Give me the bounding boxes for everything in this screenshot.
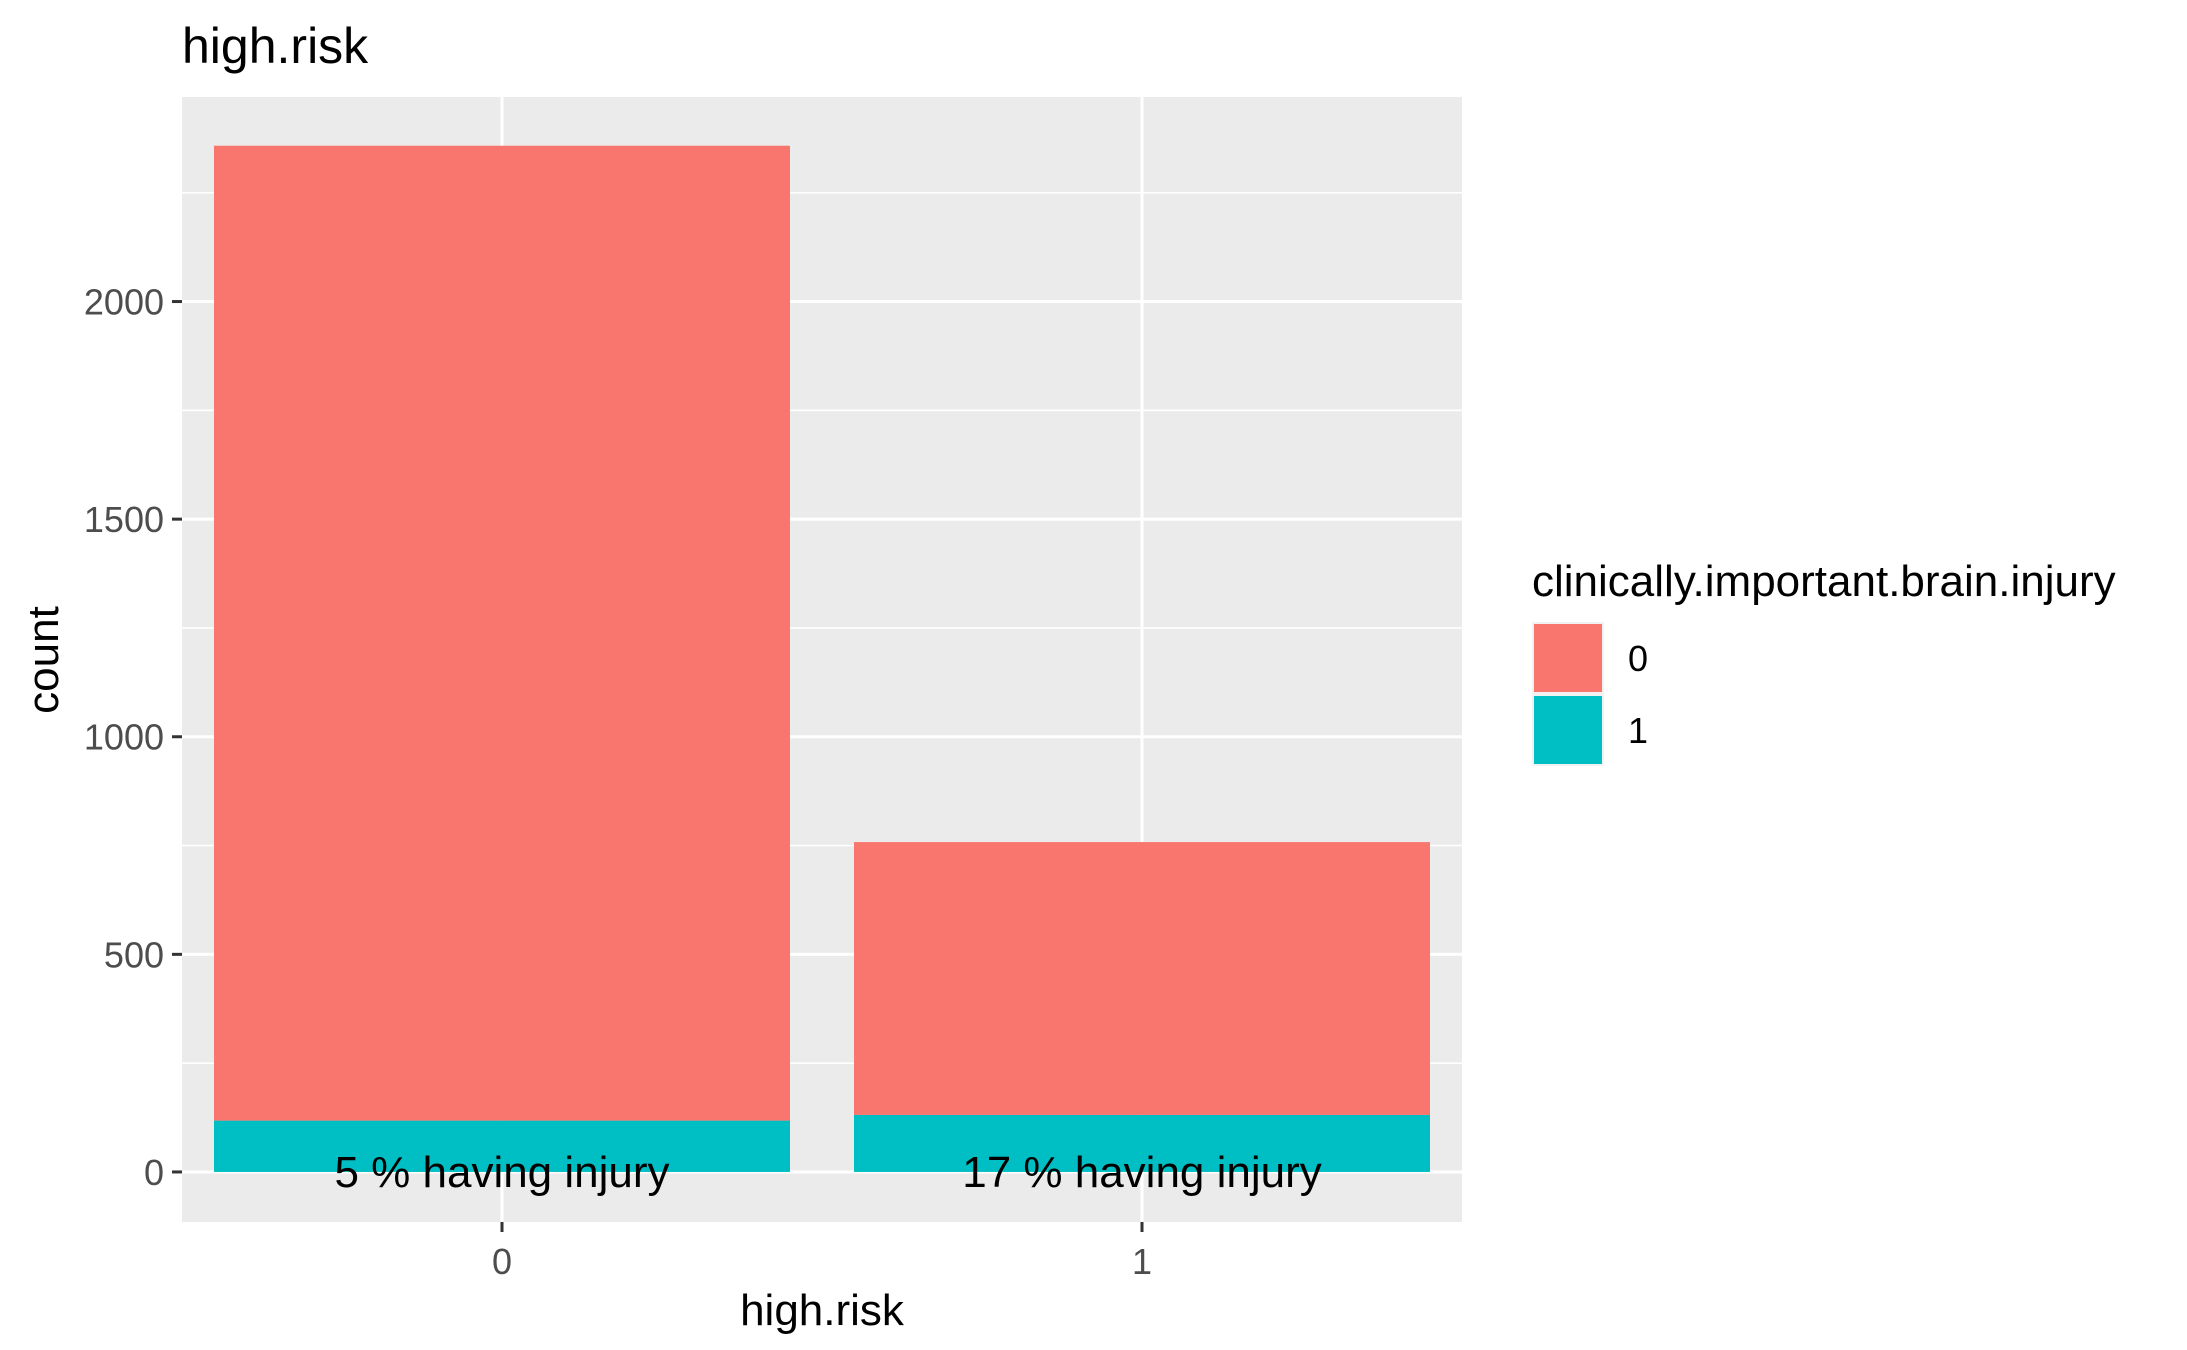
bar-label-1: 17 % having injury (962, 1148, 1322, 1197)
x-tick-label: 0 (492, 1241, 512, 1282)
y-tick-label: 500 (104, 934, 164, 975)
bar-label-0: 5 % having injury (334, 1148, 669, 1197)
y-tick-label: 1500 (84, 499, 164, 540)
y-axis-title: count (19, 606, 68, 714)
bar-1-series-1 (854, 1114, 1430, 1172)
y-tick-label: 1000 (84, 717, 164, 758)
bars (214, 145, 1430, 1172)
x-tick-label: 1 (1132, 1241, 1152, 1282)
legend-label-0: 0 (1628, 638, 1648, 679)
y-tick-label: 0 (144, 1152, 164, 1193)
y-tick-label: 2000 (84, 282, 164, 323)
chart-title: high.risk (182, 18, 369, 74)
legend: clinically.important.brain.injury 0 1 (1532, 557, 2116, 766)
bar-labels: 5 % having injury 17 % having injury (334, 1148, 1321, 1197)
bar-0-series-1 (214, 1120, 790, 1172)
legend-key-0 (1534, 624, 1602, 692)
legend-title: clinically.important.brain.injury (1532, 557, 2116, 606)
bar-1-series-0 (854, 842, 1430, 1115)
legend-label-1: 1 (1628, 710, 1648, 751)
y-axis: 0 500 1000 1500 2000 (84, 282, 182, 1193)
x-axis-title: high.risk (740, 1286, 905, 1335)
legend-key-1 (1534, 696, 1602, 764)
bar-0-series-0 (214, 145, 790, 1121)
